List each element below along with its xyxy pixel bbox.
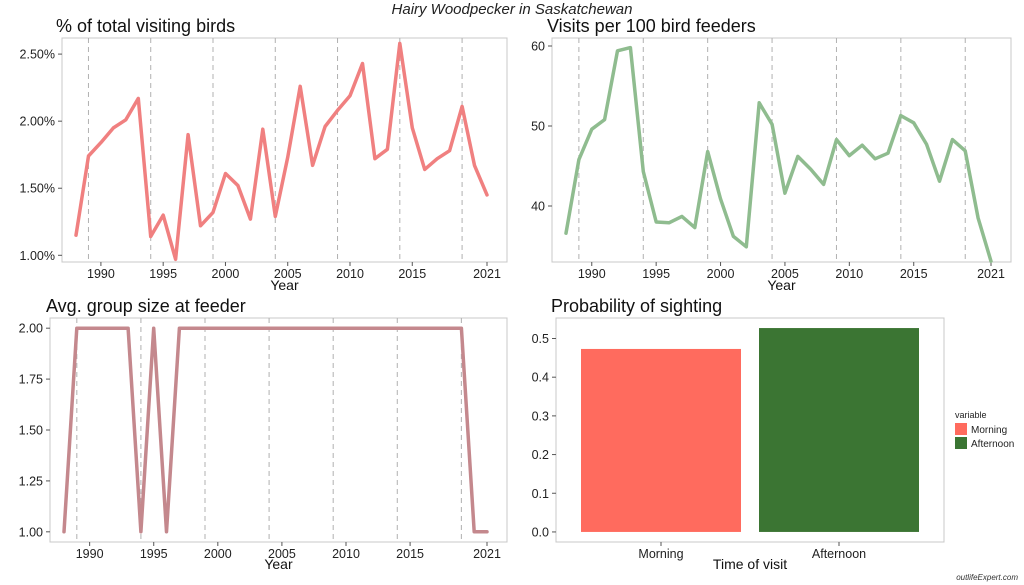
bar-afternoon <box>759 328 919 532</box>
y-tick-label: 0.4 <box>532 371 549 385</box>
y-tick-label: 0.3 <box>532 409 549 423</box>
x-axis-title: Year <box>767 277 796 293</box>
legend-swatch <box>955 437 967 449</box>
x-tick-label: 2005 <box>274 267 302 281</box>
y-tick-label: 1.00 <box>19 525 43 539</box>
plot-frame-pct <box>61 37 508 263</box>
chart-pct: 1.00% 1.50% 2.00% 2.50% 1990 1995 2000 2005 2010… <box>20 37 508 293</box>
x-tick-label: 2010 <box>336 267 364 281</box>
panel-title-prob: Probability of sighting <box>551 296 723 316</box>
main-title: Hairy Woodpecker in Saskatchewan <box>391 1 633 18</box>
x-tick-label: 2021 <box>473 267 501 281</box>
plot-frame-prob <box>555 317 945 543</box>
series-line <box>74 41 489 262</box>
x-tick-label: 2000 <box>707 267 735 281</box>
x-axis-title: Year <box>264 556 293 572</box>
y-tick-label: 0.5 <box>532 332 549 346</box>
x-tick-label: 2005 <box>771 267 799 281</box>
legend-swatch <box>955 423 967 435</box>
x-tick-label: 2010 <box>835 267 863 281</box>
chart-group: 1.00 1.25 1.50 1.75 2.00 1990 1995 2000 2005 2010… <box>19 317 508 572</box>
x-tick-label: 2015 <box>900 267 928 281</box>
x-tick-label: 1990 <box>87 267 115 281</box>
chart-visits: 40 50 60 1990 1995 2000 2005 2010 2015 2021 Year <box>531 37 1012 293</box>
x-tick-label: 2021 <box>977 267 1005 281</box>
series-line <box>62 326 489 534</box>
y-tick-label: 50 <box>531 120 545 134</box>
y-tick-label: 0.2 <box>532 448 549 462</box>
panel-title-group: Avg. group size at feeder <box>46 296 246 316</box>
x-tick-label: Afternoon <box>812 547 866 561</box>
legend-label: Afternoon <box>971 439 1014 450</box>
x-tick-label: 1990 <box>76 547 104 561</box>
x-tick-label: 2000 <box>212 267 240 281</box>
legend-title: variable <box>955 410 987 420</box>
legend: variable Morning Afternoon <box>955 410 1014 450</box>
x-tick-label: 1990 <box>578 267 606 281</box>
y-tick-label: 40 <box>531 200 545 214</box>
plot-frame-group <box>49 317 508 543</box>
series-line <box>564 45 993 263</box>
y-tick-label: 2.00 <box>19 322 43 336</box>
y-tick-label: 1.25 <box>19 474 43 488</box>
x-tick-label: Morning <box>638 547 683 561</box>
x-tick-label: 2015 <box>398 267 426 281</box>
panel-title-visits: Visits per 100 bird feeders <box>547 16 756 36</box>
y-tick-label: 1.50 <box>19 424 43 438</box>
y-tick-label: 1.50% <box>20 182 55 196</box>
x-tick-label: 2010 <box>332 547 360 561</box>
y-tick-label: 2.50% <box>20 48 55 62</box>
x-tick-label: 2000 <box>204 547 232 561</box>
panel-title-pct: % of total visiting birds <box>56 16 236 36</box>
watermark: outlifeExpert.com <box>956 573 1018 582</box>
x-axis-title: Year <box>270 277 299 293</box>
x-tick-label: 1995 <box>149 267 177 281</box>
y-tick-label: 60 <box>531 40 545 54</box>
plot-frame-visits <box>551 37 1012 263</box>
y-tick-label: 1.75 <box>19 373 43 387</box>
x-tick-label: 2005 <box>268 547 296 561</box>
x-axis-title: Time of visit <box>713 556 787 572</box>
legend-label: Morning <box>971 425 1007 436</box>
bar-morning <box>581 348 741 532</box>
y-tick-label: 2.00% <box>20 115 55 129</box>
x-tick-label: 1995 <box>642 267 670 281</box>
y-tick-label: 0.1 <box>532 487 549 501</box>
x-tick-label: 2015 <box>396 547 424 561</box>
x-tick-label: 2021 <box>473 547 501 561</box>
y-tick-label: 1.00% <box>20 249 55 263</box>
x-tick-label: 1995 <box>140 547 168 561</box>
y-tick-label: 0.0 <box>532 525 549 539</box>
